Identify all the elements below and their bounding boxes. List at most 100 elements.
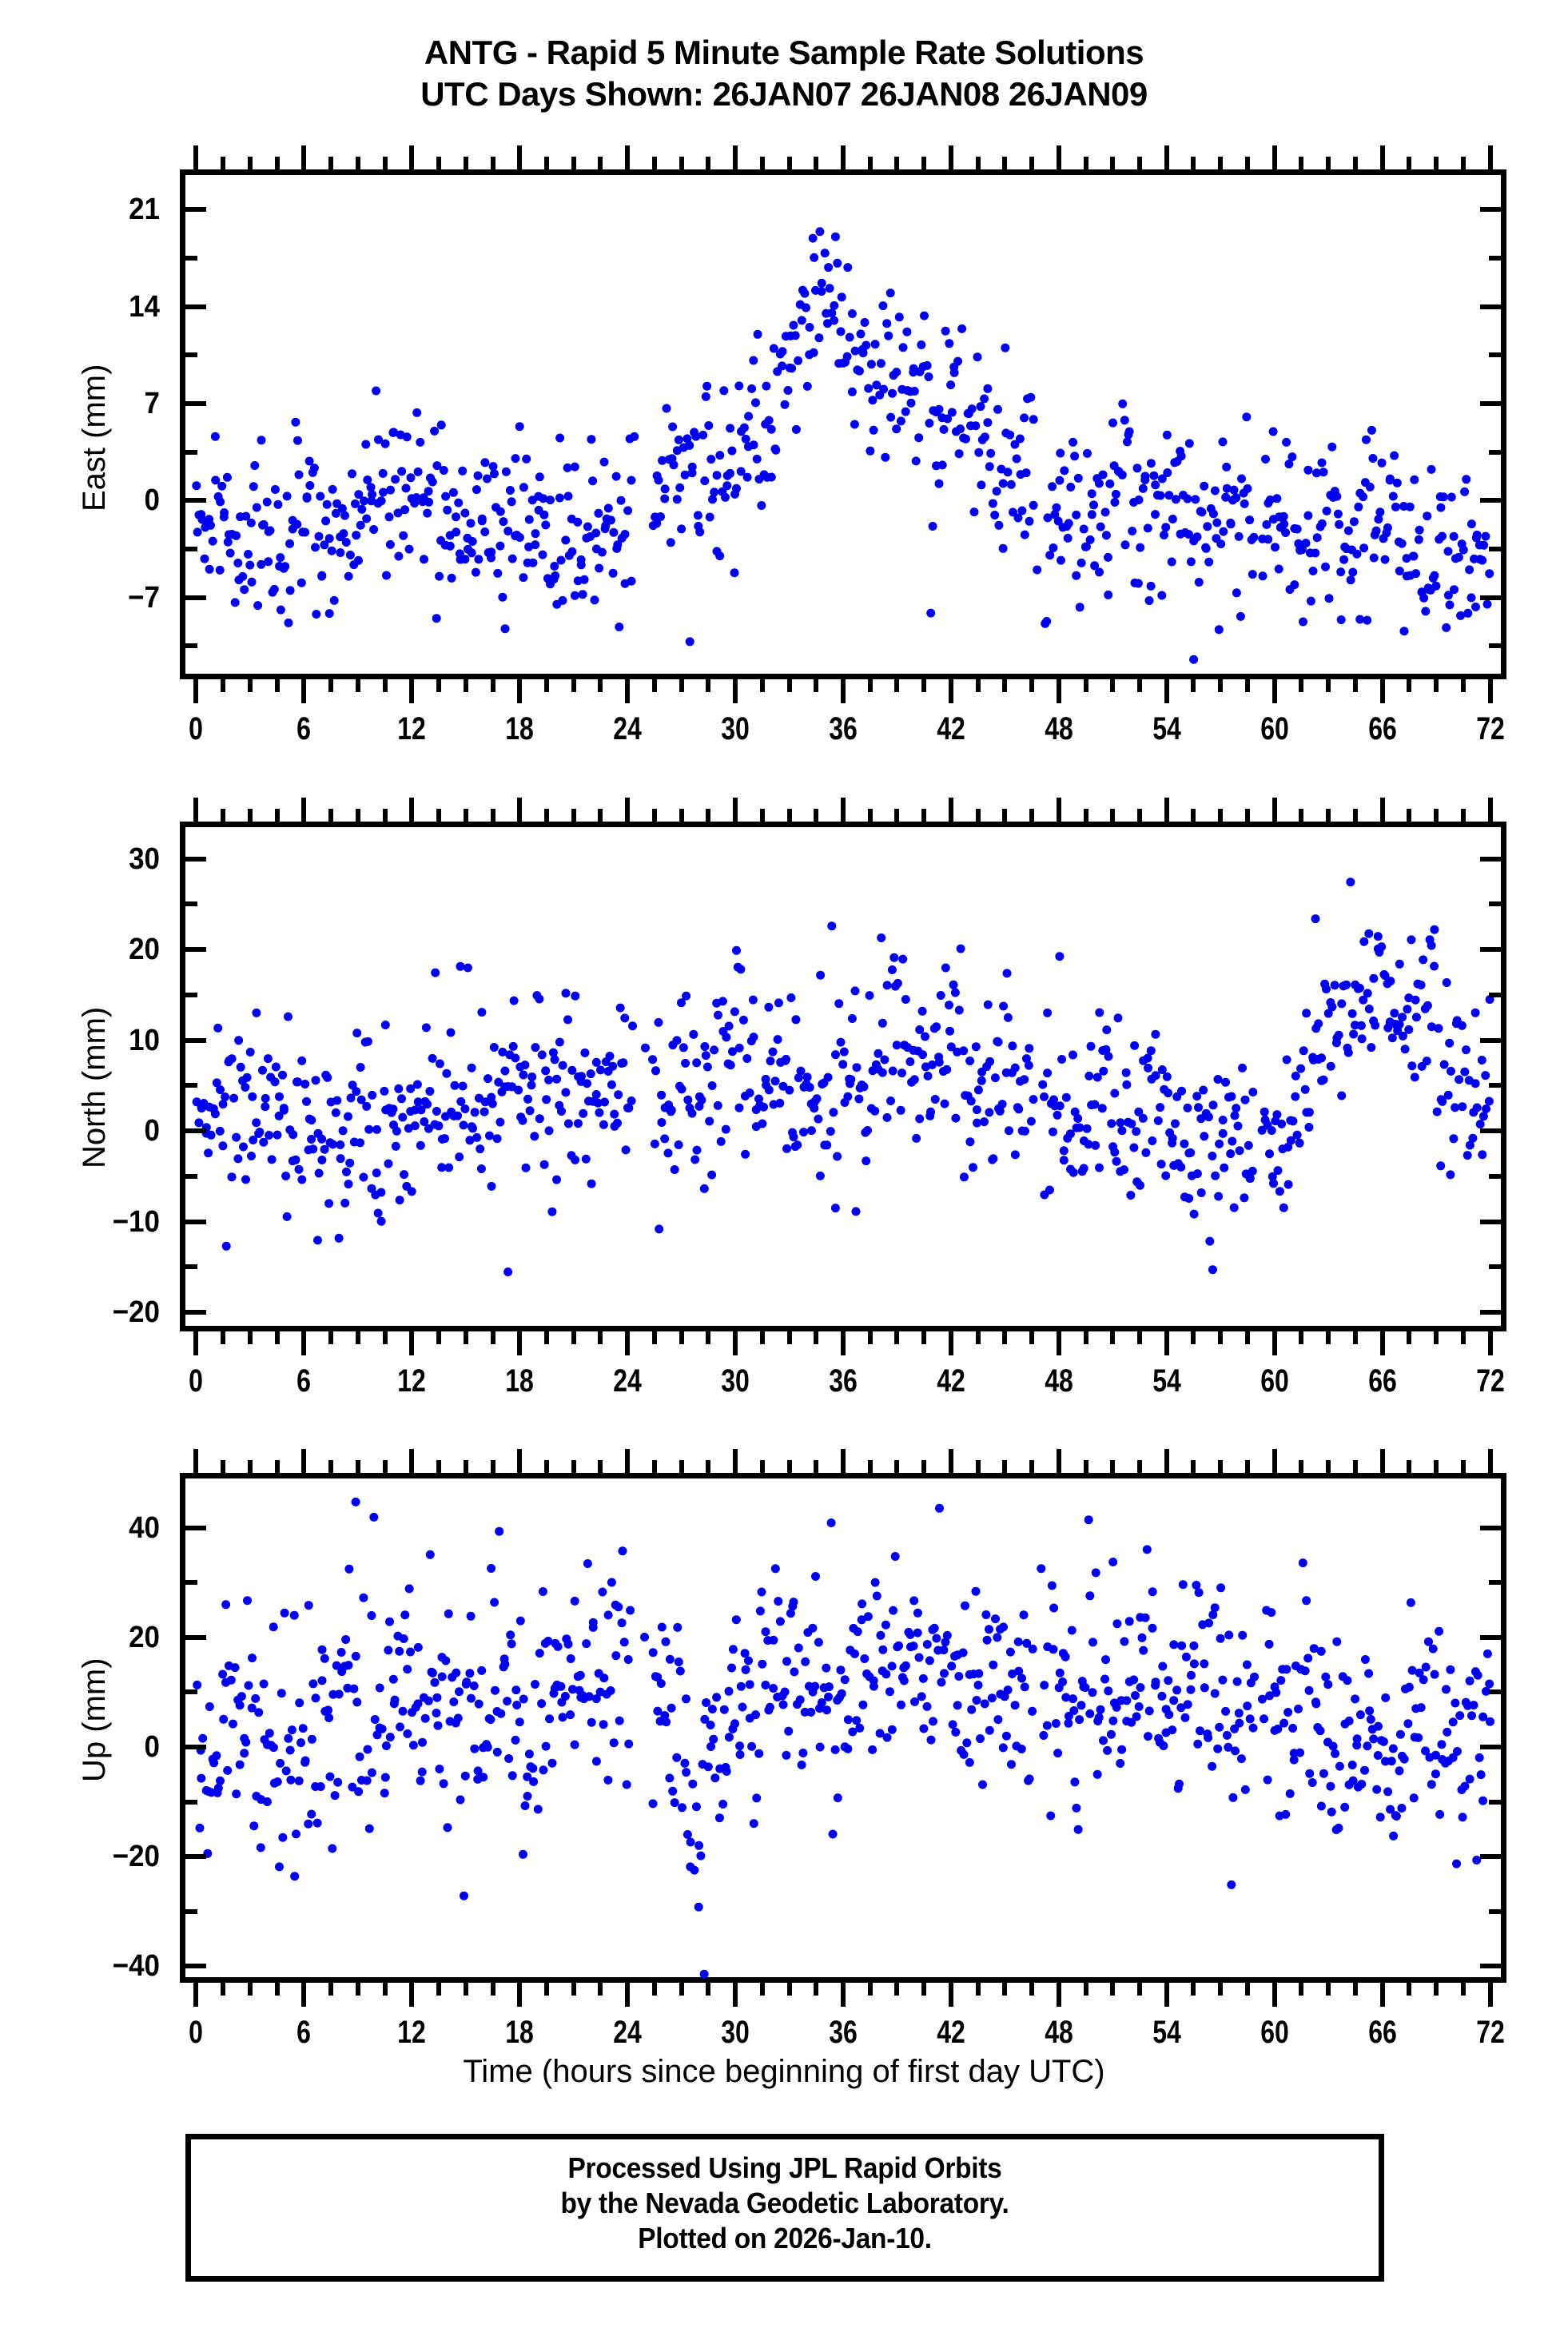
xtick-minor [328,1983,334,1996]
xtick-label: 48 [1045,711,1073,746]
xtick-major-top [301,798,307,822]
xtick-major-top [948,1449,953,1473]
panel-north-scatter [192,878,1494,1276]
ytick-major-right [1480,498,1501,503]
xtick-minor-top [1244,1460,1250,1473]
ytick-minor-right [1489,1908,1501,1914]
xtick-minor-top [1460,157,1466,169]
xtick-major-top [1379,145,1385,169]
xtick-minor-top [247,1460,253,1473]
xtick-minor [382,1983,388,1996]
xtick-major-top [517,145,523,169]
xtick-minor-top [328,1460,334,1473]
xtick-label: 72 [1475,711,1505,746]
xtick-minor-top [894,809,900,822]
xtick-minor [1137,1983,1143,1996]
ytick-major-right [1480,1128,1501,1134]
title-line-2: UTC Days Shown: 26JAN07 26JAN08 26JAN09 [420,75,1148,113]
xtick-major-top [625,798,631,822]
ytick-minor [185,1083,197,1088]
xtick-label: 66 [1367,2015,1397,2050]
xtick-minor-top [706,157,711,169]
ytick-major [185,207,206,213]
xtick-minor-top [221,809,226,822]
xtick-label: 54 [1152,1363,1181,1399]
xtick-major [193,679,199,703]
xtick-minor-top [436,1460,442,1473]
xtick-minor-top [1218,157,1224,169]
xtick-minor-top [1002,1460,1008,1473]
xtick-minor-top [355,809,360,822]
xtick-minor [463,1331,468,1344]
xtick-major-top [1487,145,1493,169]
ytick-major-right [1480,1634,1501,1640]
xtick-minor [1002,1983,1008,1996]
ytick-minor [185,352,197,358]
xtick-major [733,679,738,703]
xtick-minor [221,679,226,692]
xtick-minor-top [463,157,468,169]
ytick-major [185,1128,206,1134]
xtick-minor-top [1110,1460,1116,1473]
xtick-minor-top [598,1460,603,1473]
xtick-label: 0 [189,711,204,746]
xtick-minor [247,679,253,692]
xtick-minor [463,1983,468,1996]
xtick-minor [1110,679,1116,692]
xtick-minor-top [355,1460,360,1473]
ytick-minor-right [1489,643,1501,649]
xtick-minor [786,1331,792,1344]
xtick-minor-top [1326,157,1331,169]
xtick-major [625,1983,631,2007]
xtick-minor-top [921,157,927,169]
xtick-minor [1460,679,1466,692]
xtick-minor-top [1029,809,1035,822]
ytick-minor-right [1489,1264,1501,1270]
xtick-minor-top [571,809,576,822]
xtick-minor-top [1029,1460,1035,1473]
axis-title-east: East (mm) [77,364,112,511]
xtick-label: 60 [1260,1363,1289,1399]
xtick-minor [651,1331,657,1344]
xtick-major [1379,1983,1385,2007]
xtick-label: 72 [1475,1363,1505,1399]
xtick-minor-top [1191,157,1196,169]
xtick-minor [1029,1331,1035,1344]
xtick-minor-top [1460,809,1466,822]
xtick-minor [867,679,873,692]
xtick-major [1272,1983,1277,2007]
xtick-minor-top [651,157,657,169]
xtick-label: 12 [397,1363,427,1399]
xtick-minor-top [221,157,226,169]
xtick-major-top [1056,798,1061,822]
ytick-major-right [1480,207,1501,213]
xtick-label: 18 [505,711,535,746]
xtick-major [1272,1331,1277,1355]
xtick-minor [1299,679,1304,692]
xtick-label: 54 [1152,2015,1181,2050]
xtick-major-top [301,1449,307,1473]
xtick-minor-top [706,1460,711,1473]
xtick-minor [679,1983,684,1996]
xtick-minor-top [328,809,334,822]
ytick-major-right [1480,1525,1501,1530]
xtick-minor-top [867,809,873,822]
xtick-minor [921,1331,927,1344]
ytick-minor [185,1799,197,1805]
xtick-minor-top [1407,1460,1412,1473]
xtick-minor [490,679,495,692]
xtick-minor [355,1983,360,1996]
xtick-minor-top [247,157,253,169]
xtick-minor [651,1983,657,1996]
xtick-minor-top [814,1460,819,1473]
ytick-label: −10 [112,1204,160,1239]
xtick-minor [274,679,280,692]
xtick-minor-top [436,157,442,169]
xtick-minor-top [759,809,765,822]
xtick-minor-top [543,1460,549,1473]
ytick-major-right [1480,856,1501,862]
xtick-major [948,1983,953,2007]
xtick-label: 0 [189,2015,204,2050]
xtick-minor [786,1983,792,1996]
xtick-major [1487,1983,1493,2007]
